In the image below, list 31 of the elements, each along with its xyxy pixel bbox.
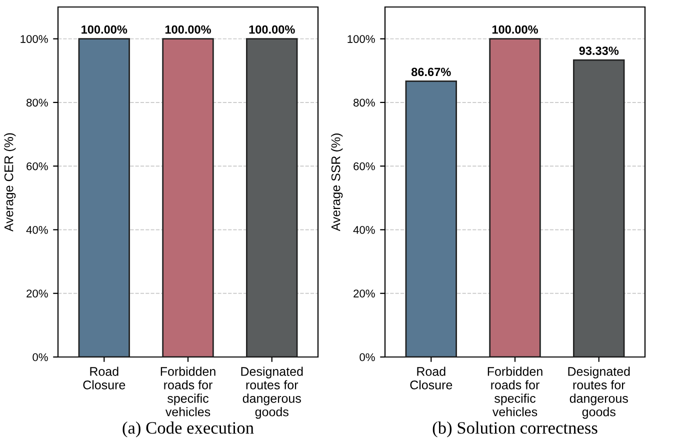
x-tick-label: Forbidden roads for specific vehicles: [488, 366, 542, 416]
y-axis-title: Average SSR (%): [331, 134, 343, 232]
y-tick-label: 100%: [20, 35, 48, 43]
x-tick-label: Designated routes for dangerous goods: [568, 366, 630, 419]
y-tick-label: 60%: [354, 162, 375, 170]
y-tick-label: 60%: [26, 162, 48, 170]
x-tick-label: Designated routes for dangerous goods: [241, 366, 303, 419]
data-label: 100.00%: [82, 25, 128, 34]
data-label: 93.33%: [579, 46, 619, 55]
data-label: 100.00%: [492, 25, 538, 34]
data-label: 86.67%: [411, 68, 451, 76]
y-tick-label: 0%: [360, 353, 375, 362]
bar: [573, 59, 625, 357]
data-label: 100.00%: [165, 25, 211, 34]
y-tick-label: 80%: [26, 98, 48, 107]
x-axis-title: (b) Solution correctness: [432, 422, 598, 438]
y-tick-label: 20%: [354, 290, 375, 298]
x-tick-label: Road Closure: [83, 366, 126, 390]
y-tick-label: 40%: [353, 226, 375, 234]
y-axis-title: Average CER (%): [4, 133, 16, 232]
x-tick-label: Forbidden roads for specific vehicles: [160, 366, 216, 416]
y-tick-label: 0%: [32, 353, 48, 362]
x-axis-title: (a) Code execution: [122, 422, 254, 438]
bar: [405, 80, 457, 357]
y-tick-label: 20%: [26, 290, 48, 298]
x-tick-label: Road Closure: [410, 366, 452, 390]
data-label: 100.00%: [249, 25, 295, 34]
y-tick-label: 80%: [354, 98, 375, 107]
y-tick-label: 40%: [26, 226, 48, 234]
bar: [489, 38, 541, 357]
y-tick-label: 100%: [348, 35, 375, 43]
